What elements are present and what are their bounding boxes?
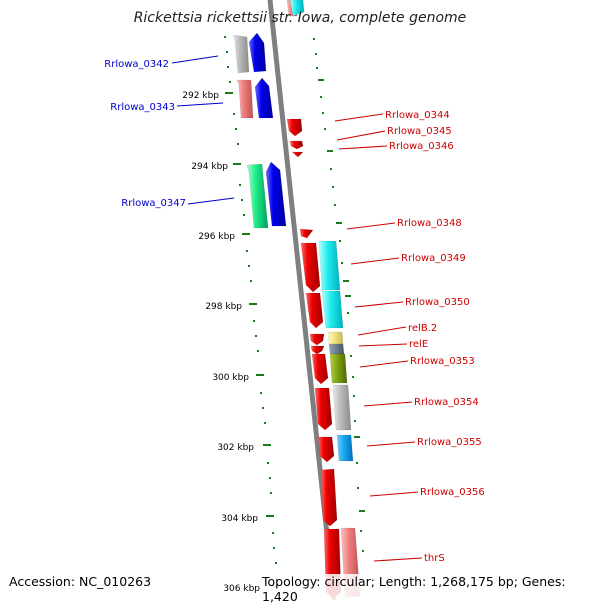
gene-box-rele-slate xyxy=(328,343,345,355)
kbp-tick-labels: 292 kbp 294 kbp 296 kbp 298 kbp 300 kbp … xyxy=(182,91,260,594)
gene-label-thrs: thrS xyxy=(424,553,445,564)
gene-arrow-rrlowa-0345 xyxy=(289,140,304,150)
gene-label-rrlowa-0343: Rrlowa_0343 xyxy=(110,102,175,113)
gene-arrow-rrlowa-0355-sky xyxy=(336,434,354,462)
gene-label-rrlowa-0355: Rrlowa_0355 xyxy=(417,437,482,448)
gene-arrow-rrlowa-0353-red xyxy=(311,353,329,385)
gene-arrow-relb-2 xyxy=(309,333,325,346)
gene-arrow-rrlowa-0347-blue xyxy=(265,161,287,227)
gene-label-rrlowa-0347: Rrlowa_0347 xyxy=(121,198,186,209)
tick-label-294: 294 kbp xyxy=(191,162,228,172)
gene-arrow-rrlowa-0344 xyxy=(286,118,303,137)
tick-label-306: 306 kbp xyxy=(223,584,260,594)
gene-arrow-rrlowa-0346 xyxy=(291,151,304,158)
right-gene-labels: Rrlowa_0344 Rrlowa_0345 Rrlowa_0346 Rrlo… xyxy=(385,110,485,564)
gene-label-rrlowa-0349: Rrlowa_0349 xyxy=(401,253,466,264)
accession-text: Accession: NC_010263 xyxy=(9,574,152,589)
tick-label-298: 298 kbp xyxy=(205,302,242,312)
gene-arrow-rrlowa-0355-red xyxy=(317,436,335,463)
right-label-connectors xyxy=(334,113,423,562)
left-label-connectors xyxy=(171,55,235,205)
gene-label-rrlowa-0345: Rrlowa_0345 xyxy=(387,126,452,137)
gene-label-rrlowa-0346: Rrlowa_0346 xyxy=(389,141,454,152)
left-gene-labels: Rrlowa_0342 Rrlowa_0343 Rrlowa_0347 xyxy=(104,59,186,209)
gene-label-rrlowa-0342: Rrlowa_0342 xyxy=(104,59,169,70)
map-title: Rickettsia rickettsii str. Iowa, complet… xyxy=(133,10,467,26)
left-gene-features xyxy=(232,32,287,229)
gene-label-rrlowa-0344: Rrlowa_0344 xyxy=(385,110,450,121)
tick-label-296: 296 kbp xyxy=(198,232,235,242)
gene-top-cyan xyxy=(289,0,305,17)
gene-arrow-rrlowa-0350-cyan xyxy=(321,290,344,329)
gene-arrow-rrlowa-0343-pink xyxy=(236,79,254,119)
gene-arrow-rrlowa-0349-cyan xyxy=(318,240,341,291)
tick-label-304: 304 kbp xyxy=(221,514,258,524)
tick-label-302: 302 kbp xyxy=(217,443,254,453)
left-dotted-track xyxy=(224,36,277,564)
gene-arrow-rrlowa-0342-gray xyxy=(232,34,250,74)
tick-label-300: 300 kbp xyxy=(212,373,249,383)
right-dotted-track xyxy=(313,38,365,552)
right-gene-features xyxy=(286,0,361,599)
gene-arrow-rele xyxy=(310,345,325,355)
gene-arrow-rrlowa-0347-green xyxy=(246,163,269,229)
gene-label-rrlowa-0350: Rrlowa_0350 xyxy=(405,297,470,308)
gene-arrow-rrlowa-0350-red xyxy=(305,292,324,329)
gene-box-relb-2-yellow xyxy=(327,331,344,345)
gene-arrow-rrlowa-0343-blue xyxy=(254,77,274,119)
gene-arrow-rrlowa-0349-red xyxy=(300,242,321,293)
gene-arrow-rrlowa-0342-blue xyxy=(248,32,267,73)
tick-label-292: 292 kbp xyxy=(182,91,219,101)
gene-label-rrlowa-0353: Rrlowa_0353 xyxy=(410,356,475,367)
gene-arrow-rrlowa-0356 xyxy=(320,468,338,527)
gene-label-rrlowa-0354: Rrlowa_0354 xyxy=(414,397,479,408)
gene-label-rele: relE xyxy=(409,339,428,350)
gene-arrow-rrlowa-0354-gray xyxy=(332,384,352,431)
gene-arrow-rrlowa-0348 xyxy=(299,228,314,239)
gene-label-rrlowa-0348: Rrlowa_0348 xyxy=(397,218,462,229)
gene-label-rrlowa-0356: Rrlowa_0356 xyxy=(420,487,485,498)
gene-arrow-rrlowa-0353-olive xyxy=(329,353,348,384)
gene-arrow-rrlowa-0354-red xyxy=(314,387,333,431)
gene-label-relb-2: relB.2 xyxy=(408,323,437,334)
